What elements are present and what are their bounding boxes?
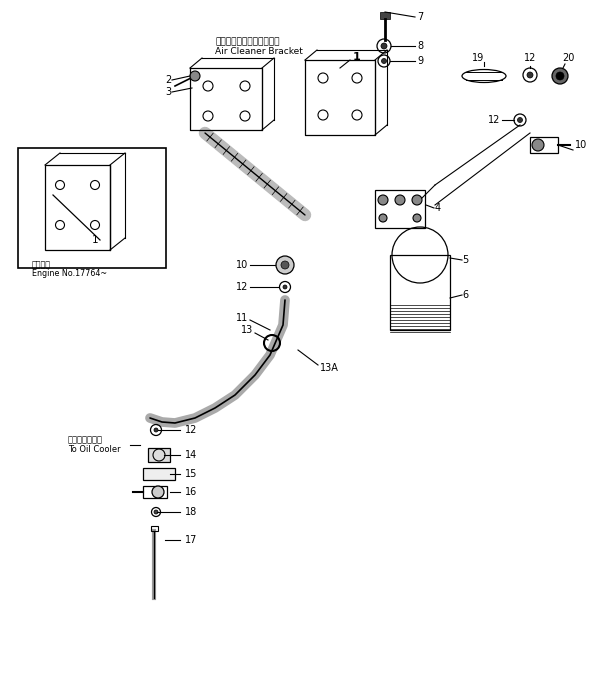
Text: 9: 9 [417,56,423,66]
Text: To Oil Cooler: To Oil Cooler [68,445,121,454]
Text: 3: 3 [165,87,171,97]
Circle shape [276,256,294,274]
Text: 13A: 13A [320,363,339,373]
Text: Engine No.17764~: Engine No.17764~ [32,270,107,278]
Bar [390,255,450,330]
Circle shape [283,285,287,289]
Circle shape [517,117,522,122]
Circle shape [412,195,422,205]
Text: 8: 8 [417,41,423,51]
Bar [143,486,167,498]
Circle shape [378,195,388,205]
Bar [45,165,110,250]
Text: Air Cleaner Bracket: Air Cleaner Bracket [215,48,303,56]
Bar [375,190,425,228]
Text: 12: 12 [185,425,197,435]
Text: 1: 1 [92,235,99,245]
Bar [148,448,170,462]
Bar [530,137,558,153]
Text: 12: 12 [524,53,536,63]
Text: 2: 2 [165,75,171,85]
Text: 13: 13 [241,325,253,335]
Text: 19: 19 [472,53,484,63]
Bar [380,12,390,19]
Text: 10: 10 [575,140,587,150]
Circle shape [152,486,164,498]
Circle shape [190,71,200,81]
Text: 10: 10 [236,260,248,270]
Text: 適用号機: 適用号機 [32,261,51,270]
Circle shape [381,43,387,49]
Circle shape [556,72,564,80]
Text: オイルクーラへ: オイルクーラへ [68,435,103,445]
Circle shape [379,214,387,222]
Circle shape [382,58,386,64]
Text: 1: 1 [353,52,361,62]
Text: エアークリーナブラケット: エアークリーナブラケット [215,37,279,46]
Text: 14: 14 [185,450,197,460]
Text: 16: 16 [185,487,197,497]
Text: 18: 18 [185,507,197,517]
Circle shape [527,72,533,78]
Circle shape [413,214,421,222]
Text: 12: 12 [487,115,500,125]
Bar [143,468,175,480]
Circle shape [154,428,158,432]
Bar [151,526,158,531]
Bar [18,148,166,268]
Text: 11: 11 [236,313,248,323]
Circle shape [395,195,405,205]
Text: 6: 6 [462,290,468,300]
Text: 4: 4 [435,203,441,213]
Text: 15: 15 [185,469,197,479]
Text: 12: 12 [236,282,248,292]
Text: 17: 17 [185,535,197,545]
Text: 7: 7 [417,12,423,22]
Circle shape [154,510,158,514]
Text: 5: 5 [462,255,468,265]
Circle shape [532,139,544,151]
Text: 20: 20 [562,53,575,63]
Circle shape [281,261,289,269]
Circle shape [552,68,568,84]
